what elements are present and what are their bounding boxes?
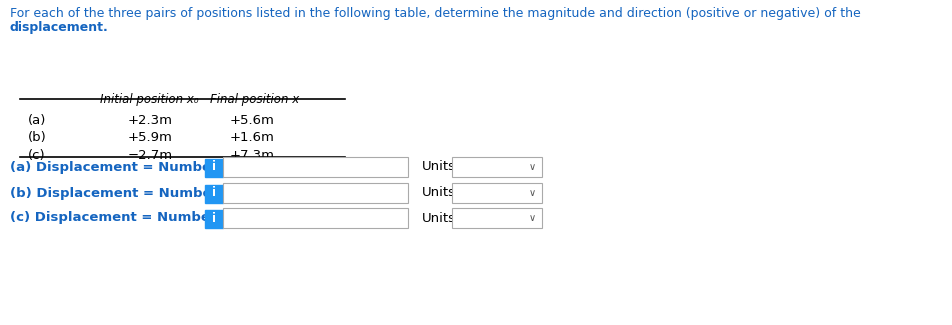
- Text: i: i: [211, 212, 216, 225]
- Text: ∨: ∨: [527, 162, 535, 172]
- FancyBboxPatch shape: [205, 185, 223, 203]
- Text: +7.3m: +7.3m: [229, 149, 275, 162]
- Text: (a) Displacement = Number: (a) Displacement = Number: [10, 161, 217, 174]
- Text: +1.6m: +1.6m: [229, 131, 274, 144]
- Text: +2.3m: +2.3m: [128, 114, 173, 127]
- Text: +5.6m: +5.6m: [229, 114, 274, 127]
- FancyBboxPatch shape: [205, 210, 223, 228]
- Text: (b) Displacement = Number: (b) Displacement = Number: [10, 187, 218, 200]
- Text: ∨: ∨: [527, 188, 535, 198]
- FancyBboxPatch shape: [223, 208, 407, 228]
- FancyBboxPatch shape: [205, 159, 223, 177]
- Text: (c) Displacement = Number: (c) Displacement = Number: [10, 212, 216, 225]
- Text: Units: Units: [422, 161, 455, 174]
- Text: (c): (c): [28, 149, 46, 162]
- Text: displacement.: displacement.: [10, 21, 109, 34]
- FancyBboxPatch shape: [451, 157, 542, 177]
- FancyBboxPatch shape: [223, 157, 407, 177]
- Text: +5.9m: +5.9m: [128, 131, 172, 144]
- FancyBboxPatch shape: [451, 208, 542, 228]
- Text: ∨: ∨: [527, 213, 535, 223]
- Text: Initial position x₀: Initial position x₀: [100, 93, 198, 106]
- Text: (b): (b): [28, 131, 47, 144]
- Text: For each of the three pairs of positions listed in the following table, determin: For each of the three pairs of positions…: [10, 7, 860, 20]
- Text: (a): (a): [28, 114, 47, 127]
- Text: i: i: [211, 161, 216, 174]
- FancyBboxPatch shape: [451, 183, 542, 203]
- Text: Units: Units: [422, 212, 455, 225]
- Text: −2.7m: −2.7m: [128, 149, 173, 162]
- Text: Units: Units: [422, 187, 455, 200]
- Text: i: i: [211, 187, 216, 200]
- Text: Final position x: Final position x: [209, 93, 299, 106]
- FancyBboxPatch shape: [223, 183, 407, 203]
